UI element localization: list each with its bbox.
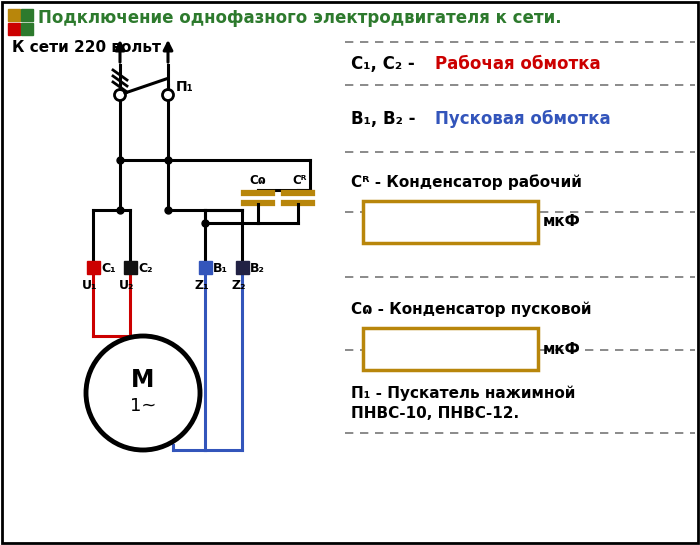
Text: Сᴿ - Конденсатор рабочий: Сᴿ - Конденсатор рабочий [351, 174, 582, 190]
Text: Пусковая обмотка: Пусковая обмотка [435, 110, 610, 128]
Text: мкФ: мкФ [543, 215, 581, 229]
Bar [87, 261, 100, 274]
Text: Z₁: Z₁ [195, 279, 209, 292]
Text: Сᴿ: Сᴿ [293, 174, 307, 187]
Bar [21, 23, 33, 35]
Text: Подключение однофазного электродвигателя к сети.: Подключение однофазного электродвигателя… [38, 9, 561, 27]
Text: В₁, В₂ -: В₁, В₂ - [351, 110, 421, 128]
Text: П₁ - Пускатель нажимной: П₁ - Пускатель нажимной [351, 385, 575, 401]
Text: ПНВС-10, ПНВС-12.: ПНВС-10, ПНВС-12. [351, 405, 519, 421]
Text: 1~: 1~ [130, 397, 156, 415]
Bar [363, 201, 538, 243]
Bar [21, 9, 33, 21]
Bar [8, 23, 20, 35]
Text: U₂: U₂ [119, 279, 134, 292]
Text: С₁, С₂ -: С₁, С₂ - [351, 55, 421, 73]
Text: В₁: В₁ [213, 262, 228, 275]
Text: U₁: U₁ [83, 279, 98, 292]
Text: Z₂: Z₂ [232, 279, 246, 292]
Text: С₁: С₁ [101, 262, 116, 275]
Bar [363, 328, 538, 370]
Text: Сɷ - Конденсатор пусковой: Сɷ - Конденсатор пусковой [351, 301, 592, 317]
Text: Рабочая обмотка: Рабочая обмотка [435, 55, 601, 73]
Bar [124, 261, 137, 274]
Text: С₂: С₂ [138, 262, 153, 275]
Text: К сети 220 вольт: К сети 220 вольт [12, 40, 161, 56]
Text: М: М [132, 368, 155, 392]
Bar [8, 9, 20, 21]
Bar [236, 261, 249, 274]
Bar [199, 261, 212, 274]
Text: В₂: В₂ [250, 262, 265, 275]
Text: П₁: П₁ [176, 80, 194, 94]
Text: Сɷ: Сɷ [250, 174, 267, 187]
Text: мкФ: мкФ [543, 342, 581, 356]
